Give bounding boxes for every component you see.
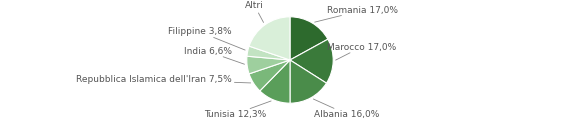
Wedge shape <box>290 17 328 60</box>
Text: Romania 17,0%: Romania 17,0% <box>315 6 398 22</box>
Text: Tunisia 12,3%: Tunisia 12,3% <box>204 101 271 119</box>
Text: Altri: Altri <box>245 1 264 22</box>
Wedge shape <box>260 60 290 103</box>
Text: Filippine 3,8%: Filippine 3,8% <box>168 27 245 50</box>
Text: Albania 16,0%: Albania 16,0% <box>313 99 379 119</box>
Wedge shape <box>290 60 327 103</box>
Wedge shape <box>249 17 290 60</box>
Text: India 6,6%: India 6,6% <box>184 47 245 64</box>
Text: Repubblica Islamica dell'Iran 7,5%: Repubblica Islamica dell'Iran 7,5% <box>76 75 251 84</box>
Wedge shape <box>247 56 290 74</box>
Wedge shape <box>249 60 290 91</box>
Text: Marocco 17,0%: Marocco 17,0% <box>327 42 396 60</box>
Wedge shape <box>290 39 333 83</box>
Wedge shape <box>247 46 290 60</box>
